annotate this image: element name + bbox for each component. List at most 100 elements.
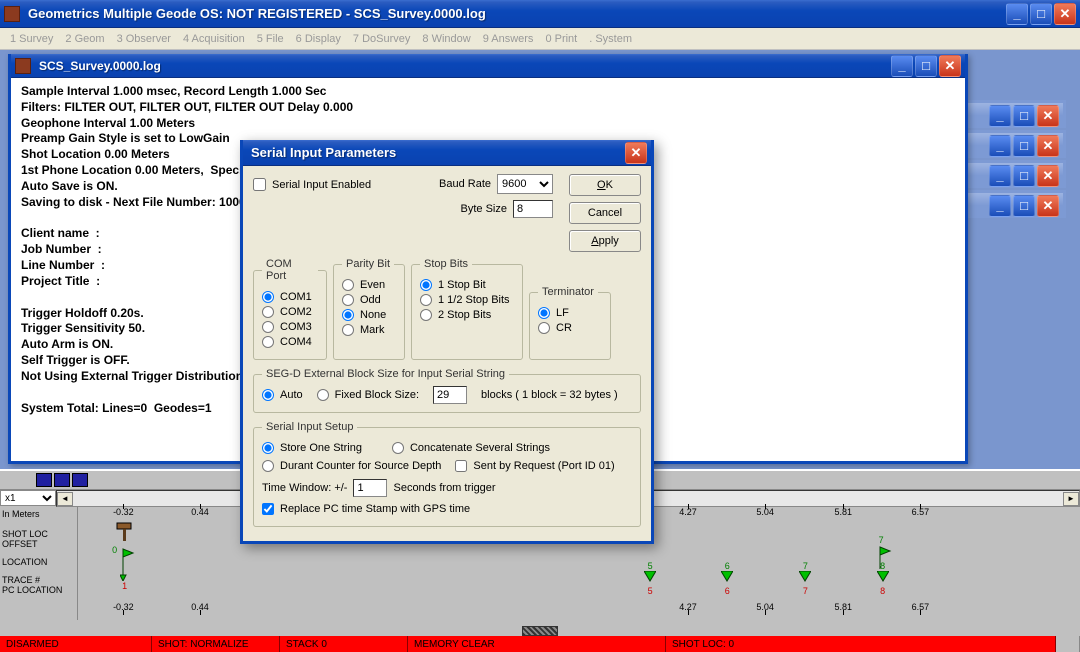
minimize-button[interactable]: _ bbox=[1006, 3, 1028, 25]
cancel-button[interactable]: Cancel bbox=[569, 202, 641, 224]
hscroll-left[interactable]: ◄ bbox=[57, 492, 73, 506]
main-title: Geometrics Multiple Geode OS: NOT REGIST… bbox=[24, 6, 1006, 21]
zoom-select[interactable]: x1 bbox=[0, 490, 56, 506]
ruler-tick: 5.04 bbox=[756, 602, 774, 612]
ruler-tick: -0.32 bbox=[113, 602, 134, 612]
concat-radio[interactable] bbox=[392, 442, 404, 454]
close-button[interactable]: ✕ bbox=[1054, 3, 1076, 25]
maximize-button[interactable]: □ bbox=[1013, 195, 1035, 217]
com-port-group: COM Port COM1COM2COM3COM4 bbox=[253, 258, 327, 360]
baud-select[interactable]: 9600 bbox=[497, 174, 553, 194]
maximize-button[interactable]: □ bbox=[1013, 105, 1035, 127]
maximize-button[interactable]: □ bbox=[1030, 3, 1052, 25]
menu-item[interactable]: . System bbox=[585, 31, 636, 47]
durant-radio[interactable] bbox=[262, 460, 274, 472]
com-radio[interactable] bbox=[262, 336, 274, 348]
status-bar: DISARMEDSHOT: NORMALIZESTACK 0MEMORY CLE… bbox=[0, 636, 1080, 652]
terminator-group: Terminator LFCR bbox=[529, 286, 611, 360]
minimize-button[interactable]: _ bbox=[989, 195, 1011, 217]
close-button[interactable]: ✕ bbox=[1037, 165, 1059, 187]
minimize-button[interactable]: _ bbox=[989, 165, 1011, 187]
menu-item[interactable]: 7 DoSurvey bbox=[349, 31, 414, 47]
main-titlebar: Geometrics Multiple Geode OS: NOT REGIST… bbox=[0, 0, 1080, 28]
geometry-row-labels: In Meters SHOT LOC OFFSET LOCATION TRACE… bbox=[0, 507, 78, 620]
ruler-tick: 6.57 bbox=[912, 602, 930, 612]
sentby-checkbox[interactable] bbox=[455, 460, 467, 472]
ok-button[interactable]: OK bbox=[569, 174, 641, 196]
log-minimize-button[interactable]: _ bbox=[891, 55, 913, 77]
segd-size-input[interactable] bbox=[433, 386, 467, 404]
geom-tab-3[interactable] bbox=[72, 473, 88, 487]
background-window: _□✕ bbox=[956, 160, 1066, 190]
ruler-tick: 5.81 bbox=[835, 602, 853, 612]
segd-fixed-radio[interactable] bbox=[317, 389, 329, 401]
serial-enabled-label: Serial Input Enabled bbox=[272, 179, 371, 191]
ruler-tick: 6.57 bbox=[912, 507, 930, 517]
close-button[interactable]: ✕ bbox=[1037, 195, 1059, 217]
ruler-tick: -0.32 bbox=[113, 507, 134, 517]
parity-radio[interactable] bbox=[342, 294, 354, 306]
background-window: _□✕ bbox=[956, 130, 1066, 160]
status-cell: SHOT: NORMALIZE bbox=[152, 636, 280, 652]
menu-item[interactable]: 6 Display bbox=[292, 31, 345, 47]
resize-grip[interactable] bbox=[522, 626, 558, 636]
log-close-button[interactable]: ✕ bbox=[939, 55, 961, 77]
menu-item[interactable]: 1 Survey bbox=[6, 31, 57, 47]
term-radio[interactable] bbox=[538, 322, 550, 334]
menu-item[interactable]: 0 Print bbox=[541, 31, 581, 47]
timewindow-input[interactable] bbox=[353, 479, 387, 497]
geophone-marker-icon: 77 bbox=[799, 561, 811, 596]
mdi-client-area: _□✕_□✕_□✕_□✕ SCS_Survey.0000.log _ □ ✕ S… bbox=[0, 50, 1080, 636]
baud-label: Baud Rate bbox=[439, 178, 491, 190]
ruler-tick: 5.04 bbox=[756, 507, 774, 517]
store-one-radio[interactable] bbox=[262, 442, 274, 454]
com-radio[interactable] bbox=[262, 306, 274, 318]
close-button[interactable]: ✕ bbox=[1037, 135, 1059, 157]
com-radio[interactable] bbox=[262, 291, 274, 303]
parity-group: Parity Bit EvenOddNoneMark bbox=[333, 258, 405, 360]
menu-item[interactable]: 9 Answers bbox=[479, 31, 538, 47]
term-radio[interactable] bbox=[538, 307, 550, 319]
menu-item[interactable]: 5 File bbox=[253, 31, 288, 47]
maximize-button[interactable]: □ bbox=[1013, 165, 1035, 187]
menu-item[interactable]: 8 Window bbox=[418, 31, 474, 47]
geophone-flag-icon: 10 bbox=[120, 547, 136, 584]
parity-radio[interactable] bbox=[342, 279, 354, 291]
segd-auto-radio[interactable] bbox=[262, 389, 274, 401]
stop-radio[interactable] bbox=[420, 309, 432, 321]
serial-enabled-checkbox[interactable] bbox=[253, 178, 266, 191]
hscroll-right[interactable]: ► bbox=[1063, 492, 1079, 506]
geom-tab-1[interactable] bbox=[36, 473, 52, 487]
log-icon bbox=[15, 58, 31, 74]
stop-radio[interactable] bbox=[420, 294, 432, 306]
status-cell: SHOT LOC: 0 bbox=[666, 636, 1056, 652]
serial-setup-group: Serial Input Setup Store One String Conc… bbox=[253, 421, 641, 527]
status-cell: STACK 0 bbox=[280, 636, 408, 652]
parity-radio[interactable] bbox=[342, 309, 354, 321]
close-button[interactable]: ✕ bbox=[1037, 105, 1059, 127]
dialog-body: Serial Input Enabled Baud Rate 9600 Byte… bbox=[243, 166, 651, 541]
minimize-button[interactable]: _ bbox=[989, 135, 1011, 157]
apply-button[interactable]: Apply bbox=[569, 230, 641, 252]
menu-item[interactable]: 2 Geom bbox=[61, 31, 108, 47]
geophone-marker-icon: 66 bbox=[721, 561, 733, 596]
com-radio[interactable] bbox=[262, 321, 274, 333]
replace-gps-checkbox[interactable] bbox=[262, 503, 274, 515]
app-icon bbox=[4, 6, 20, 22]
ruler-tick: 0.44 bbox=[191, 507, 209, 517]
ruler-bottom: -0.320.444.275.045.816.57 bbox=[78, 602, 1080, 618]
ruler-tick: 4.27 bbox=[679, 602, 697, 612]
maximize-button[interactable]: □ bbox=[1013, 135, 1035, 157]
stop-radio[interactable] bbox=[420, 279, 432, 291]
dialog-close-button[interactable]: ✕ bbox=[625, 142, 647, 164]
status-cell: DISARMED bbox=[0, 636, 152, 652]
menu-item[interactable]: 4 Acquisition bbox=[179, 31, 249, 47]
bytesize-input[interactable] bbox=[513, 200, 553, 218]
serial-input-dialog: Serial Input Parameters ✕ Serial Input E… bbox=[240, 140, 654, 544]
bytesize-label: Byte Size bbox=[461, 203, 507, 215]
log-maximize-button[interactable]: □ bbox=[915, 55, 937, 77]
menu-item[interactable]: 3 Observer bbox=[113, 31, 175, 47]
geom-tab-2[interactable] bbox=[54, 473, 70, 487]
minimize-button[interactable]: _ bbox=[989, 105, 1011, 127]
parity-radio[interactable] bbox=[342, 324, 354, 336]
